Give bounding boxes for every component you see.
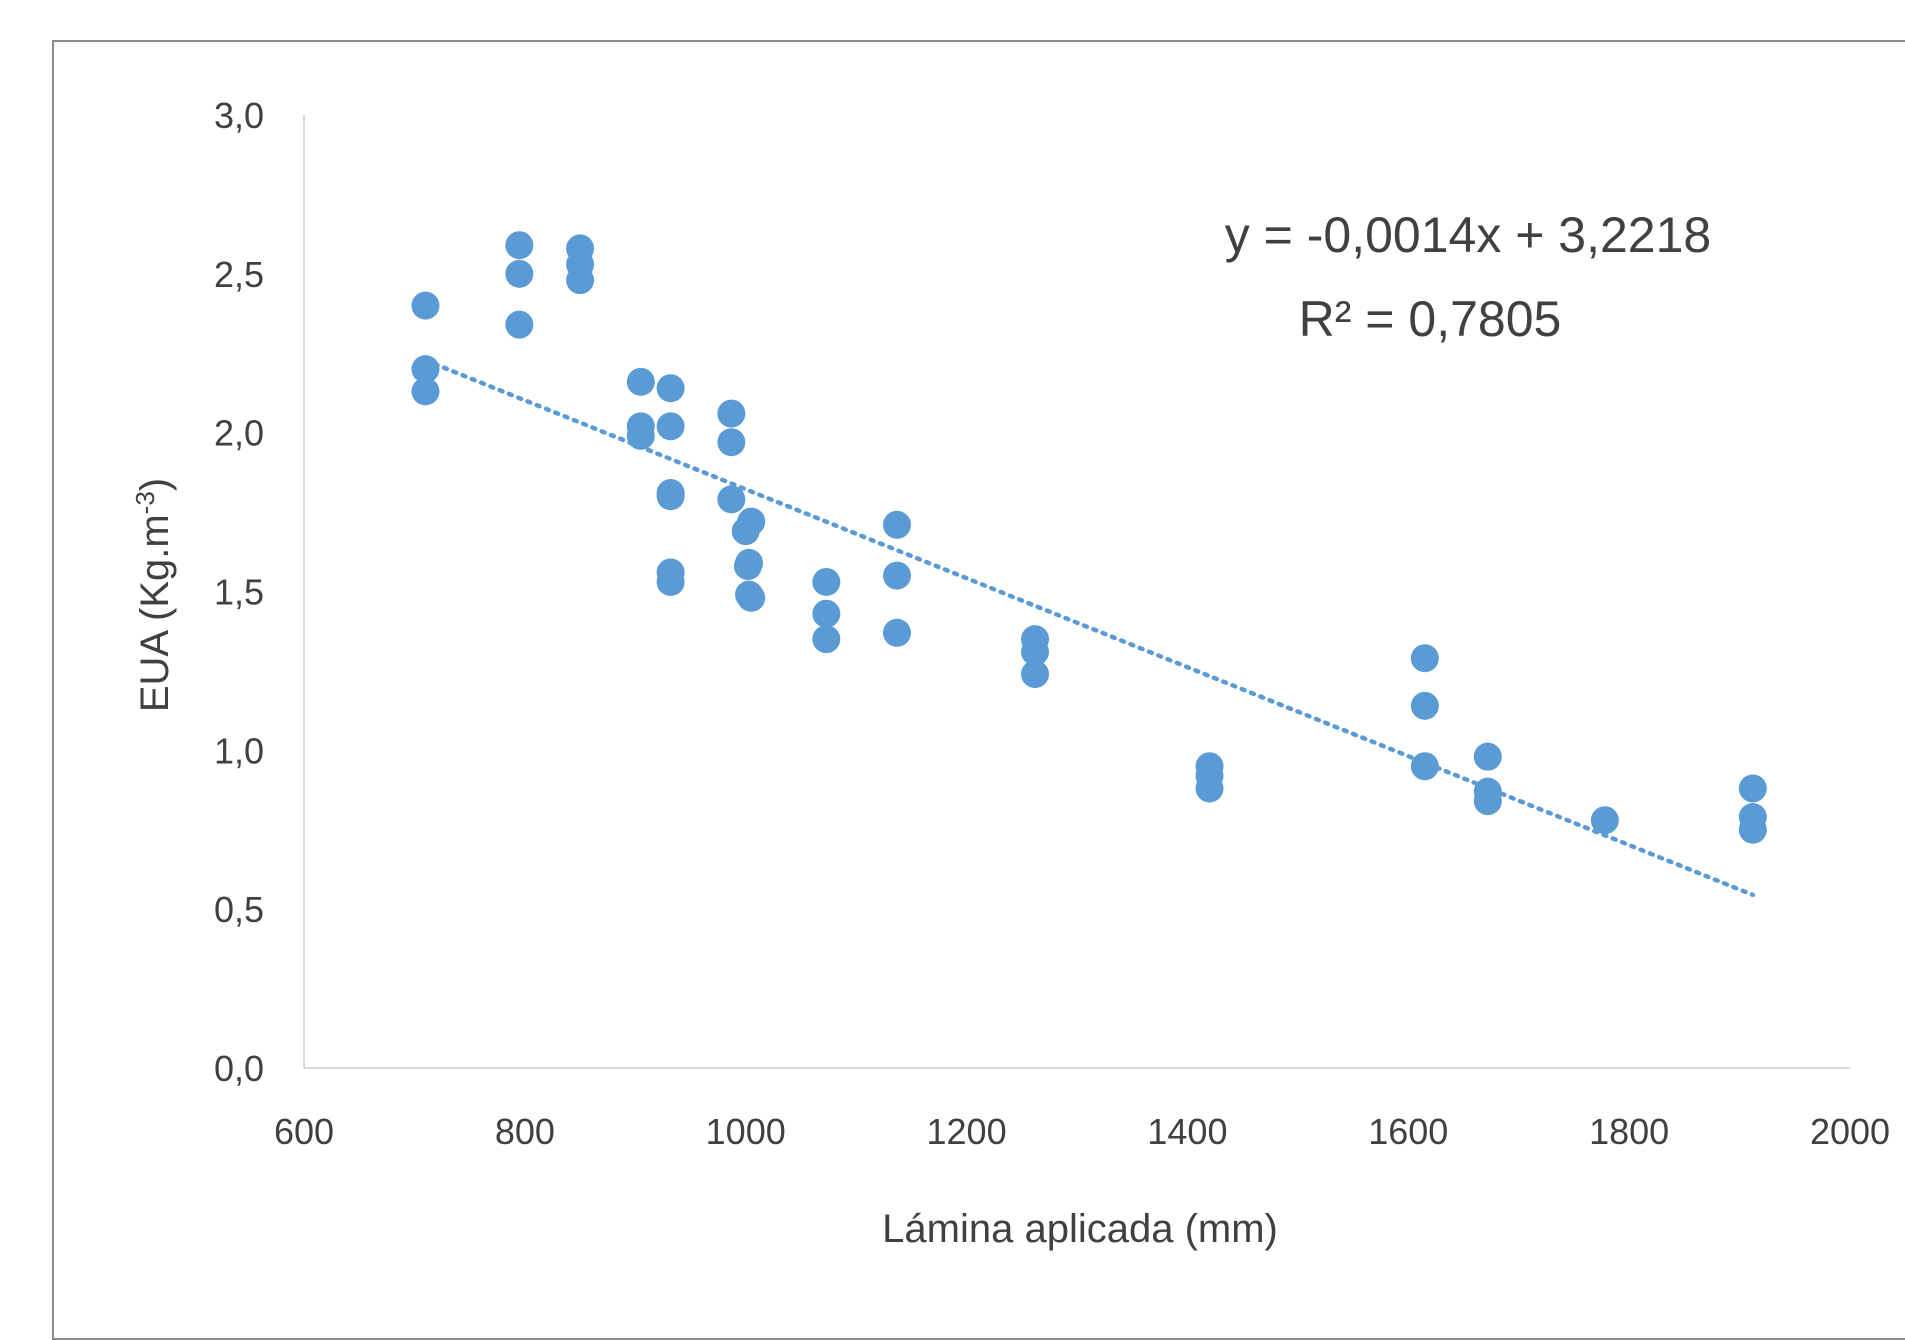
data-point [812,599,841,628]
data-point [812,625,841,654]
data-point [1021,637,1050,666]
data-points [411,231,1767,844]
data-point [411,291,440,320]
data-point [1410,752,1439,781]
r-squared-label: R² = 0,7805 [1299,291,1562,347]
data-point [717,485,746,514]
data-point [812,567,841,596]
data-point [1738,815,1767,844]
data-point [656,374,685,403]
y-tick-label: 0,5 [214,889,264,930]
data-point [717,428,746,457]
data-point [731,517,760,546]
y-tick-label: 2,5 [214,254,264,295]
data-point [411,377,440,406]
y-axis-title-end: ) [133,478,177,491]
x-tick-labels: 600 800 1000 1200 1400 1600 1800 2000 [274,1111,1890,1152]
scatter-chart: 0,0 0,5 1,0 1,5 2,0 2,5 3,0 600 800 1000 1200 1400… [130,95,1890,1251]
y-tick-label: 1,5 [214,572,264,613]
data-point [505,231,534,260]
data-point [1195,774,1224,803]
data-point [505,259,534,288]
y-axis-title: EUA (Kg.m-3) [130,478,177,712]
data-point [656,482,685,511]
data-point [737,583,766,612]
y-tick-label: 1,0 [214,730,264,771]
y-tick-label: 3,0 [214,95,264,136]
data-point [566,266,595,295]
x-tick-label: 600 [274,1111,334,1152]
data-point [656,567,685,596]
x-tick-label: 800 [495,1111,555,1152]
data-point [411,355,440,384]
x-tick-label: 1800 [1589,1111,1669,1152]
data-point [883,510,912,539]
x-axis-title: Lámina aplicada (mm) [882,1207,1278,1251]
data-point [626,421,655,450]
y-tick-label: 2,0 [214,413,264,454]
data-point [1590,806,1619,835]
data-point [883,618,912,647]
trendline [423,358,1756,898]
data-point [1021,660,1050,689]
x-tick-label: 1000 [706,1111,786,1152]
data-point [656,412,685,441]
x-tick-label: 1200 [927,1111,1007,1152]
chart-frame [52,40,1905,1340]
data-point [1410,691,1439,720]
data-point [1738,774,1767,803]
x-tick-label: 2000 [1810,1111,1890,1152]
data-point [733,552,762,581]
data-point [883,561,912,590]
y-axis-title-main: EUA (Kg.m [133,514,177,712]
data-point [1410,644,1439,673]
y-tick-label: 0,0 [214,1048,264,1089]
y-tick-labels: 0,0 0,5 1,0 1,5 2,0 2,5 3,0 [214,95,264,1089]
x-tick-label: 1400 [1147,1111,1227,1152]
data-point [717,399,746,428]
x-tick-label: 1600 [1368,1111,1448,1152]
y-axis-title-superscript: -3 [130,491,160,514]
data-point [505,310,534,339]
data-point [1473,787,1502,816]
data-point [1473,742,1502,771]
trendline-equation: y = -0,0014x + 3,2218 [1225,207,1711,263]
data-point [626,367,655,396]
